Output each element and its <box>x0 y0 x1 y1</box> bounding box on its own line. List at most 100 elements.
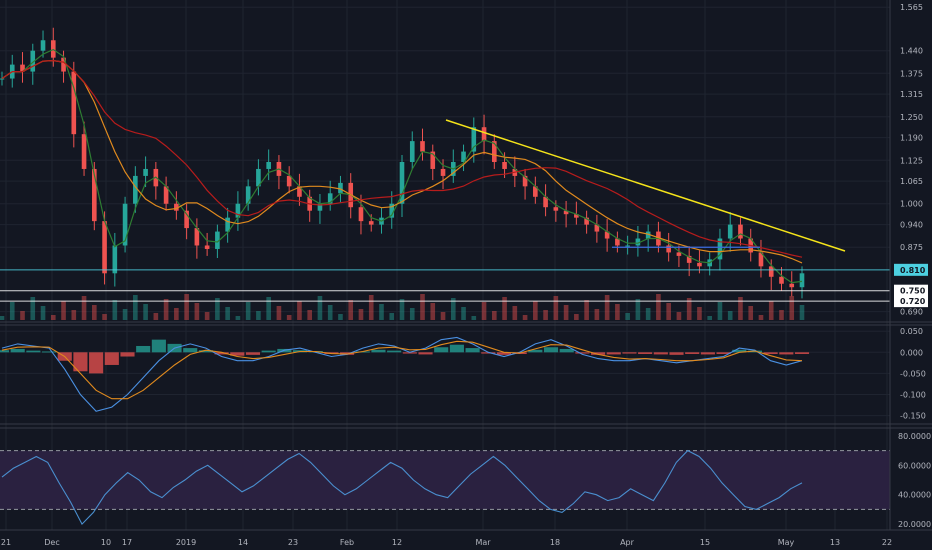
volume-bar <box>245 302 251 320</box>
volume-bar <box>30 297 36 320</box>
volume-bar <box>440 312 446 320</box>
x-tick-label: Mar <box>475 538 491 547</box>
volume-bar <box>625 313 630 320</box>
candle-body <box>399 162 405 204</box>
candle-body <box>256 168 261 187</box>
candle-body <box>574 214 579 218</box>
price-tick-label: 1.250 <box>900 113 923 122</box>
volume-bar <box>686 298 692 320</box>
candle-body <box>102 221 107 274</box>
candle-body <box>615 238 620 246</box>
candle-body <box>163 186 169 204</box>
price-panel[interactable] <box>0 27 890 320</box>
candle-body <box>492 141 497 162</box>
macd-histogram-bar <box>559 348 574 353</box>
candle-body <box>143 168 148 176</box>
price-tick-label: 1.125 <box>900 156 923 165</box>
price-tick-label: 1.065 <box>900 177 923 186</box>
signal-line <box>1 340 803 400</box>
volume-bar <box>399 299 405 320</box>
volume-bar <box>276 306 282 320</box>
macd-histogram-bar <box>794 352 810 354</box>
macd-histogram-bar <box>685 352 700 354</box>
candle-body <box>266 162 271 169</box>
macd-panel[interactable] <box>0 336 810 412</box>
volume-bar <box>163 299 169 320</box>
volume-bar <box>717 302 723 320</box>
candle-body <box>0 78 5 80</box>
candle-body <box>676 252 682 256</box>
rsi-line <box>1 449 803 526</box>
candle-body <box>430 151 436 169</box>
macd-histogram-bar <box>230 352 245 356</box>
candle-body <box>184 210 189 229</box>
volume-bar <box>738 297 743 320</box>
volume-bar <box>133 295 138 320</box>
x-tick-label: Dec <box>44 538 59 547</box>
volume-bar <box>92 305 97 320</box>
macd-histogram-bar <box>151 339 166 353</box>
volume-bar <box>204 312 210 320</box>
price-tick-label: 1.565 <box>900 3 923 12</box>
rsi-panel[interactable] <box>0 449 890 526</box>
x-tick-label: 10 <box>101 538 111 547</box>
volume-bar <box>615 304 620 320</box>
volume-bar <box>768 301 774 320</box>
volume-bar <box>779 310 784 320</box>
candle-body <box>174 203 179 211</box>
x-tick-label: 23 <box>288 538 298 547</box>
macd-histogram-bar <box>528 349 543 353</box>
volume-bar <box>0 316 5 320</box>
macd-histogram-bar <box>575 352 590 354</box>
macd-histogram-bar <box>214 352 229 355</box>
candle-body <box>522 175 528 187</box>
candle-body <box>481 127 487 142</box>
candle-body <box>92 168 97 222</box>
candle-body <box>686 255 692 263</box>
x-tick-label: 18 <box>550 538 560 547</box>
macd-histogram-bar <box>104 352 119 365</box>
candle-body <box>440 168 446 176</box>
volume-bar <box>574 314 579 320</box>
candle-body <box>215 231 220 249</box>
volume-bar <box>512 306 518 320</box>
volume-bar <box>317 296 323 320</box>
volume-bar <box>656 294 661 320</box>
macd-tick-label: -0.050 <box>900 369 926 378</box>
candle-body <box>738 224 743 239</box>
price-tick-label: 0.690 <box>900 308 923 317</box>
candle-body <box>645 231 651 239</box>
candle-body <box>799 273 805 288</box>
x-tick-label: 15 <box>700 538 710 547</box>
candle-body <box>727 224 733 239</box>
candle-body <box>297 186 302 197</box>
volume-bar <box>194 303 200 320</box>
price-marker-badge <box>894 284 928 297</box>
volume-bar <box>327 305 333 320</box>
x-tick-label: 2019 <box>176 538 196 547</box>
ma-mid-line <box>1 59 803 264</box>
macd-histogram-bar <box>779 352 794 355</box>
volume-bar <box>307 310 312 320</box>
candle-body <box>533 186 538 197</box>
volume-bar <box>358 309 364 320</box>
macd-histogram-bar <box>465 348 480 353</box>
volume-bar <box>122 309 128 320</box>
candle-body <box>338 182 343 194</box>
trendline[interactable] <box>445 119 846 252</box>
rsi-tick-label: 20.0000 <box>898 520 931 529</box>
candle-body <box>594 224 600 232</box>
candle-body <box>61 57 66 72</box>
candle-body <box>604 231 610 239</box>
price-tick-label: 1.315 <box>900 90 923 99</box>
volume-bar <box>184 294 189 320</box>
volume-bar <box>676 312 682 320</box>
candle-body <box>245 186 251 204</box>
candle-body <box>225 217 230 232</box>
candle-body <box>420 141 425 152</box>
price-tick-label: 1.375 <box>900 69 923 78</box>
macd-line <box>1 336 803 412</box>
candle-body <box>235 203 241 218</box>
